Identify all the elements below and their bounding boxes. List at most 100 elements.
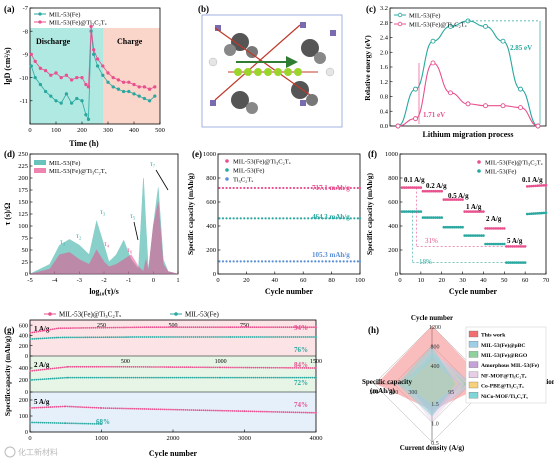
data-point [295,376,298,379]
data-point [194,336,197,338]
data-point [161,366,164,368]
y-tick-label: 0.0 [380,123,388,130]
data-point [111,75,115,80]
data-point [309,376,312,379]
legend-swatch [468,351,479,358]
data-point [168,408,170,411]
data-point [421,189,425,193]
lithium-pathway [234,56,302,76]
y-tick-label: 100 [18,223,28,230]
data-point [249,410,252,413]
data-point [142,376,145,379]
data-point [227,336,230,338]
data-point [75,365,78,368]
data-point [279,376,281,379]
data-point [339,260,342,263]
data-point [47,368,50,370]
data-point [270,336,272,338]
data-point [43,329,46,332]
panel-g-legend-mof: MIL-53(Fe) [185,311,219,319]
data-point [49,421,52,424]
data-point [436,216,439,219]
y-tick-label: -11 [20,98,28,105]
data-point [63,327,66,330]
radar-tick-label: 95 [448,390,454,396]
data-point [255,410,258,413]
data-point [188,326,191,329]
data-point [238,366,240,369]
panel-e-frame [217,153,361,275]
x-tick-label: 0 [28,435,31,442]
panel-c-label: (c) [366,4,376,14]
data-point [221,260,225,263]
data-point [324,217,328,220]
data-point [49,73,53,77]
x-tick-label: 200 [77,127,87,134]
data-point [480,210,483,213]
data-point [43,368,46,371]
data-point [150,376,153,379]
panel-g-sub3-ret-mof: 68% [96,418,110,426]
panel-c-legend: MIL-53(Fe) MIL-53(Fe)@Ti₃C₂Tₓ [394,13,467,29]
data-point [198,409,201,412]
data-point [356,186,359,190]
data-point [293,376,296,379]
y-tick-label: -9 [23,52,28,59]
data-point [245,410,248,413]
x-tick-label: 20 [243,277,250,284]
data-point [296,326,299,329]
data-point [221,376,224,379]
data-point [33,59,37,64]
data-point [147,99,152,103]
data-point [202,376,204,379]
data-point [37,378,40,381]
data-point [134,376,137,379]
data-point [225,186,228,190]
data-point [442,198,446,201]
data-point [247,336,250,338]
data-point [29,370,32,372]
data-point [124,376,127,379]
data-point [149,336,152,338]
data-point [33,75,37,80]
data-point [409,210,412,213]
panel-d-legend-mof: MIL-53(Fe) [49,160,80,167]
data-point [217,326,219,329]
data-point [65,336,68,339]
data-point [95,406,98,409]
y-tick-label: 1000 [385,151,398,158]
data-point [84,336,87,339]
data-point [153,408,156,411]
data-point [284,336,287,338]
data-point [41,406,44,409]
data-point [84,82,88,87]
data-point [214,366,217,369]
data-point [243,217,246,220]
data-point [530,184,533,188]
data-point [104,365,106,368]
data-point [528,212,531,216]
data-point [253,336,256,338]
data-point [186,336,189,338]
data-point [283,366,285,369]
data-point [163,408,166,411]
data-point [446,225,450,229]
data-point [188,336,191,338]
data-point [99,376,102,379]
data-point [283,376,285,379]
panel-g-label: (g) [4,325,15,335]
data-point [307,260,310,263]
data-point [110,407,113,410]
data-point [500,103,506,109]
data-point [184,326,187,329]
data-point [246,260,249,263]
data-point [139,326,142,329]
data-point [242,376,245,379]
data-point [237,336,240,338]
data-point [303,367,306,369]
data-point [494,242,498,246]
data-point [69,365,72,368]
data-point [225,376,228,379]
